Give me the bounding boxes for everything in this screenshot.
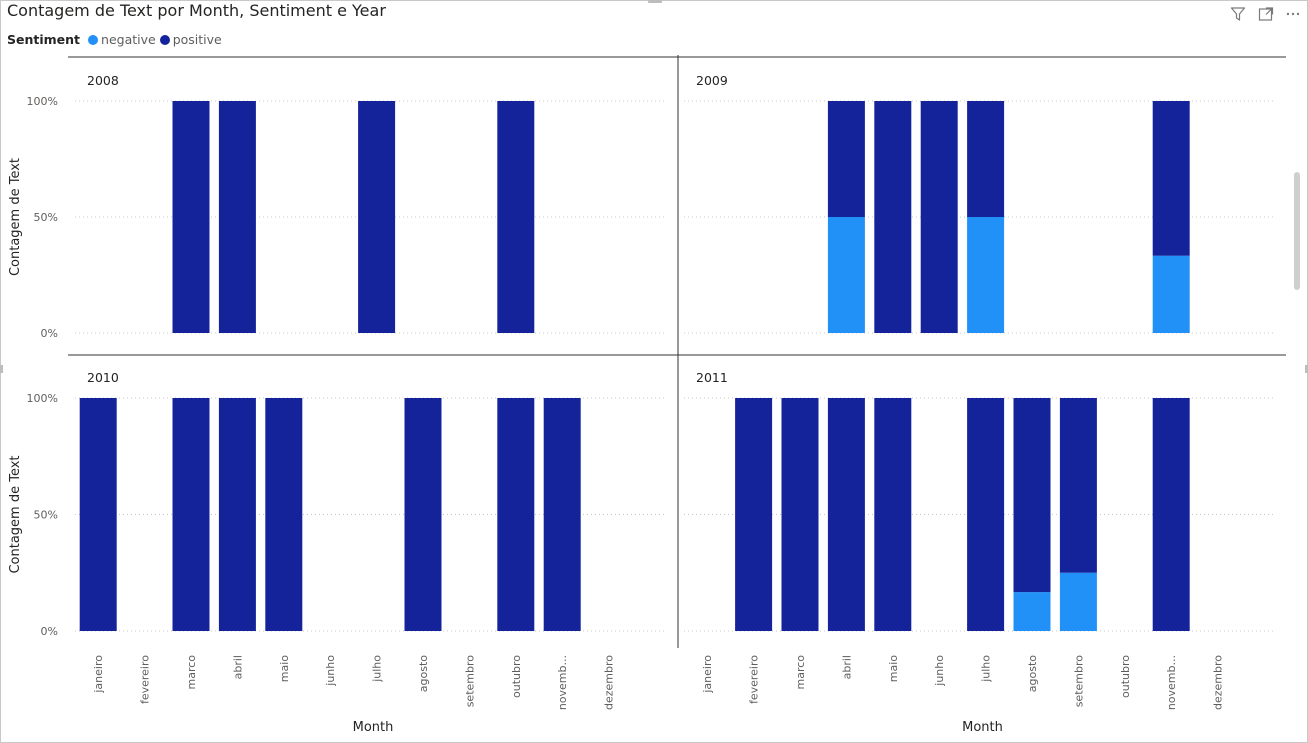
y-tick-label: 100% — [27, 392, 58, 405]
bar-2009-4-positive — [874, 101, 912, 333]
panel-title-2010: 2010 — [87, 370, 119, 385]
y-tick-label: 50% — [34, 509, 58, 522]
x-tick-label: outubro — [1119, 655, 1132, 698]
x-tick-label: marco — [185, 655, 198, 690]
x-tick-label: setembro — [463, 655, 476, 708]
y-tick-label: 50% — [34, 211, 58, 224]
x-tick-label: julho — [371, 655, 384, 683]
x-tick-label: abril — [231, 655, 244, 679]
x-tick-label: outubro — [510, 655, 523, 698]
y-tick-label: 0% — [41, 625, 58, 638]
x-tick-label: fevereiro — [748, 655, 761, 704]
bar-2011-10-positive — [1152, 398, 1190, 631]
bar-2010-2-positive — [172, 398, 210, 631]
bar-2009-10-negative — [1152, 255, 1190, 333]
right-resize-grip[interactable] — [1305, 365, 1308, 373]
x-tick-label: novemb... — [556, 655, 569, 710]
bar-2011-7-negative — [1013, 592, 1051, 631]
x-tick-label: agosto — [1026, 655, 1039, 692]
focus-mode-icon[interactable] — [1257, 5, 1275, 23]
x-tick-label: julho — [980, 655, 993, 683]
bar-2010-10-positive — [543, 398, 581, 631]
bar-2009-6-negative — [967, 217, 1005, 333]
bar-2010-0-positive — [79, 398, 117, 631]
x-axis-title: Month — [962, 720, 1003, 735]
bar-2011-6-positive — [967, 398, 1005, 631]
legend-label-positive: positive — [172, 32, 222, 47]
bar-2008-9-positive — [497, 101, 535, 333]
bar-2009-5-positive — [920, 101, 958, 333]
bar-2009-6-positive — [967, 101, 1005, 217]
bar-2008-6-positive — [358, 101, 396, 333]
bar-2010-4-positive — [265, 398, 303, 631]
x-axis-title: Month — [353, 720, 394, 735]
y-axis-title: Contagem de Text — [8, 455, 23, 573]
bar-2008-2-positive — [172, 101, 210, 333]
x-tick-label: abril — [840, 655, 853, 679]
x-tick-label: dezembro — [603, 655, 616, 710]
chart-title: Contagem de Text por Month, Sentiment e … — [7, 1, 386, 20]
bar-2011-7-positive — [1013, 398, 1051, 593]
x-tick-label: janeiro — [701, 655, 714, 694]
scrollbar-thumb[interactable] — [1294, 172, 1300, 290]
bar-2011-3-positive — [827, 398, 865, 631]
panel-title-2011: 2011 — [696, 370, 728, 385]
left-resize-grip[interactable] — [0, 365, 3, 373]
x-tick-label: maio — [278, 655, 291, 683]
y-tick-label: 0% — [41, 327, 58, 340]
legend-title: Sentiment — [7, 32, 81, 47]
top-resize-grip[interactable] — [648, 0, 662, 3]
filter-icon[interactable] — [1229, 5, 1247, 23]
legend-dot-negative — [88, 34, 99, 45]
x-tick-label: maio — [887, 655, 900, 683]
legend: Sentiment negative positive — [7, 32, 226, 47]
x-tick-label: agosto — [417, 655, 430, 692]
x-tick-label: junho — [324, 655, 337, 687]
bar-2011-4-positive — [874, 398, 912, 631]
legend-label-negative: negative — [101, 32, 156, 47]
panel-title-2009: 2009 — [696, 73, 728, 88]
x-tick-label: marco — [794, 655, 807, 690]
y-tick-label: 100% — [27, 95, 58, 108]
bar-2009-3-positive — [827, 101, 865, 217]
bar-2009-10-positive — [1152, 101, 1190, 256]
bar-2011-8-positive — [1059, 398, 1097, 573]
x-tick-label: fevereiro — [139, 655, 152, 704]
x-tick-label: dezembro — [1212, 655, 1225, 710]
y-axis-title: Contagem de Text — [8, 158, 23, 276]
bar-2010-3-positive — [218, 398, 256, 631]
bar-2008-3-positive — [218, 101, 256, 333]
legend-dot-positive — [159, 34, 170, 45]
more-options-icon[interactable] — [1284, 5, 1302, 23]
x-tick-label: junho — [933, 655, 946, 687]
x-tick-label: novemb... — [1165, 655, 1178, 710]
legend-item-negative[interactable]: negative — [88, 32, 156, 47]
bar-2009-3-negative — [827, 217, 865, 333]
x-tick-label: setembro — [1072, 655, 1085, 708]
bar-2011-2-positive — [781, 398, 819, 631]
bar-2010-9-positive — [497, 398, 535, 631]
bar-2011-8-negative — [1059, 572, 1097, 631]
bar-2010-7-positive — [404, 398, 442, 631]
panel-title-2008: 2008 — [87, 73, 119, 88]
bar-2011-1-positive — [735, 398, 773, 631]
x-tick-label: janeiro — [92, 655, 105, 694]
legend-item-positive[interactable]: positive — [159, 32, 222, 47]
